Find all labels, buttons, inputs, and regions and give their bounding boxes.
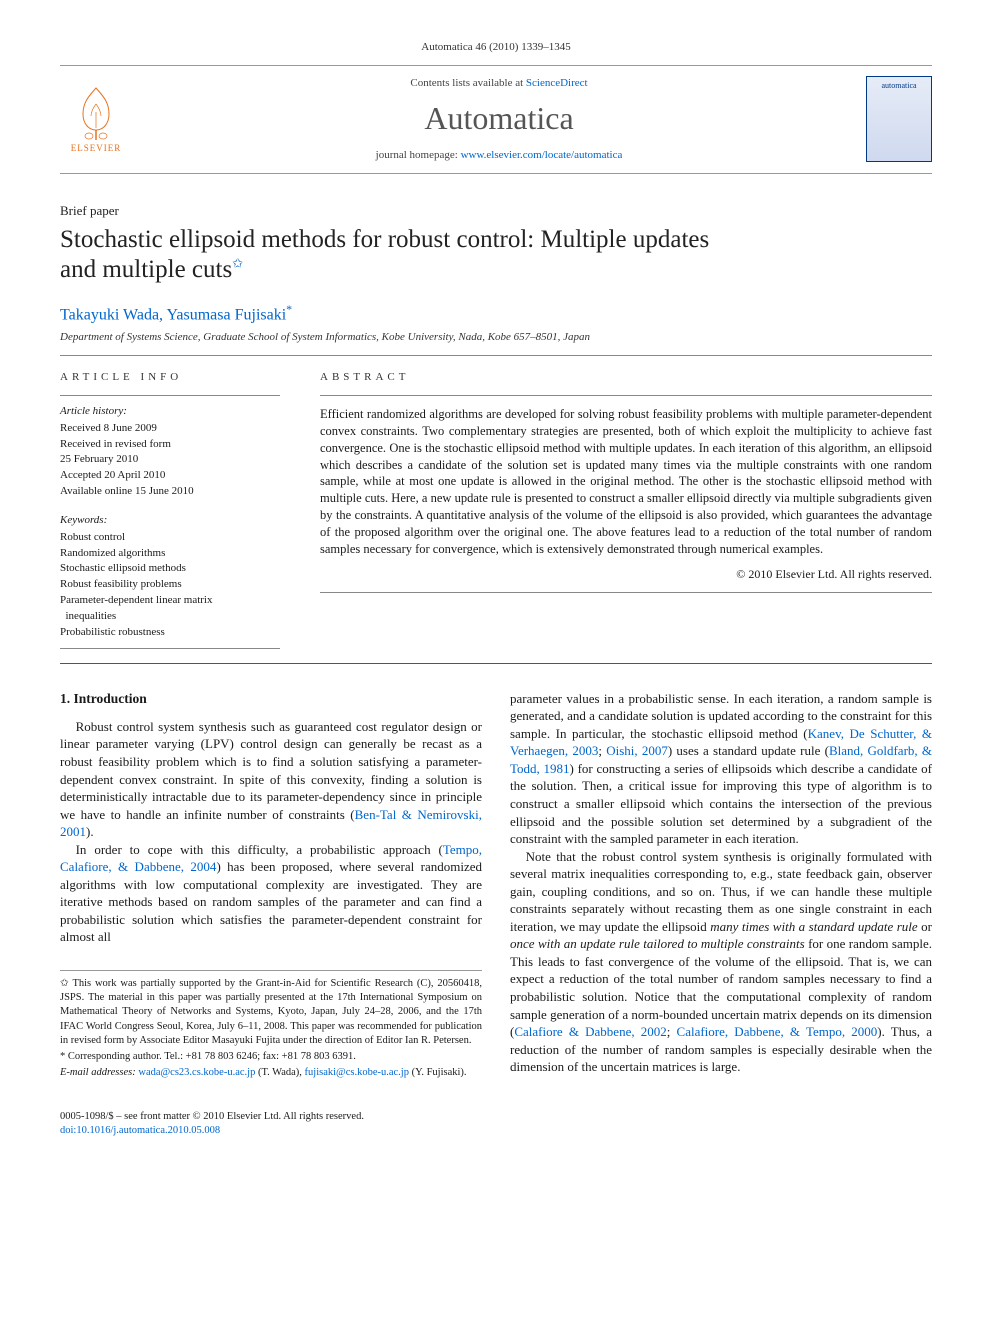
paragraph: Robust control system synthesis such as … — [60, 718, 482, 841]
history-item: Received in revised form — [60, 437, 280, 452]
citation-link[interactable]: Tempo, Calafiore, & Dabbene, 2004 — [60, 842, 482, 875]
doi-link[interactable]: doi:10.1016/j.automatica.2010.05.008 — [60, 1124, 364, 1138]
keyword: Robust feasibility problems — [60, 577, 280, 592]
history-head: Article history: — [60, 404, 280, 419]
article-info: ARTICLE INFO Article history: Received 8… — [60, 370, 280, 649]
article-title: Stochastic ellipsoid methods for robust … — [60, 225, 932, 285]
keyword: Robust control — [60, 530, 280, 545]
copyright: © 2010 Elsevier Ltd. All rights reserved… — [320, 566, 932, 582]
masthead-center: Contents lists available at ScienceDirec… — [132, 76, 866, 163]
emphasis: many times with a standard update rule — [710, 919, 917, 934]
history-item: 25 February 2010 — [60, 452, 280, 467]
paragraph: Note that the robust control system synt… — [510, 848, 932, 1076]
contents-line: Contents lists available at ScienceDirec… — [132, 76, 866, 91]
email-who: (T. Wada), — [255, 1067, 302, 1078]
citation-link[interactable]: Ben-Tal & Nemirovski, 2001 — [60, 807, 482, 840]
footnote-star: ✩ This work was partially supported by t… — [60, 977, 482, 1048]
title-line-2: and multiple cuts — [60, 256, 232, 283]
email-label: E-mail addresses: — [60, 1067, 136, 1078]
citation-link[interactable]: Calafiore, Dabbene, & Tempo, 2000 — [677, 1024, 878, 1039]
paragraph: parameter values in a probabilistic sens… — [510, 690, 932, 848]
masthead: ELSEVIER Contents lists available at Sci… — [60, 65, 932, 174]
title-footnote-marker[interactable]: ✩ — [232, 256, 243, 271]
paragraph: In order to cope with this difficulty, a… — [60, 841, 482, 946]
abstract-text: Efficient randomized algorithms are deve… — [320, 406, 932, 558]
contents-prefix: Contents lists available at — [410, 77, 525, 89]
article-info-heading: ARTICLE INFO — [60, 370, 280, 385]
keywords-head: Keywords: — [60, 513, 280, 528]
author-names[interactable]: Takayuki Wada, Yasumasa Fujisaki — [60, 307, 286, 324]
rule-body — [60, 663, 932, 664]
body-columns: 1. Introduction Robust control system sy… — [60, 690, 932, 1081]
email-link[interactable]: wada@cs23.cs.kobe-u.ac.jp — [138, 1067, 255, 1078]
journal-name: Automatica — [132, 97, 866, 140]
keyword: Randomized algorithms — [60, 546, 280, 561]
history-item: Received 8 June 2009 — [60, 421, 280, 436]
homepage-line: journal homepage: www.elsevier.com/locat… — [132, 148, 866, 163]
elsevier-logo: ELSEVIER — [60, 78, 132, 160]
emphasis: once with an update rule tailored to mul… — [510, 936, 805, 951]
meta-row: ARTICLE INFO Article history: Received 8… — [60, 370, 932, 649]
front-matter: 0005-1098/$ – see front matter © 2010 El… — [60, 1110, 364, 1124]
footnote-corr: * Corresponding author. Tel.: +81 78 803… — [60, 1050, 482, 1064]
abstract-rule — [320, 395, 932, 396]
abstract: ABSTRACT Efficient randomized algorithms… — [320, 370, 932, 649]
homepage-link[interactable]: www.elsevier.com/locate/automatica — [461, 149, 623, 161]
article-type: Brief paper — [60, 202, 932, 220]
section-heading: 1. Introduction — [60, 690, 482, 708]
journal-cover-thumb: automatica — [866, 76, 932, 162]
sciencedirect-link[interactable]: ScienceDirect — [526, 77, 588, 89]
email-link[interactable]: fujisaki@cs.kobe-u.ac.jp — [305, 1067, 409, 1078]
citation-link[interactable]: Calafiore & Dabbene, 2002 — [514, 1024, 666, 1039]
keyword: Parameter-dependent linear matrix — [60, 593, 280, 608]
affiliation: Department of Systems Science, Graduate … — [60, 330, 932, 345]
footnotes: ✩ This work was partially supported by t… — [60, 970, 482, 1080]
keyword: Stochastic ellipsoid methods — [60, 561, 280, 576]
keyword: Probabilistic robustness — [60, 625, 280, 640]
history-item: Accepted 20 April 2010 — [60, 468, 280, 483]
history-item: Available online 15 June 2010 — [60, 484, 280, 499]
footer-left: 0005-1098/$ – see front matter © 2010 El… — [60, 1110, 364, 1138]
title-line-1: Stochastic ellipsoid methods for robust … — [60, 226, 709, 253]
footer: 0005-1098/$ – see front matter © 2010 El… — [60, 1110, 932, 1138]
info-rule-bottom — [60, 648, 280, 649]
homepage-prefix: journal homepage: — [376, 149, 461, 161]
elsevier-tree-icon — [71, 84, 121, 142]
info-rule — [60, 395, 280, 396]
rule-top — [60, 355, 932, 356]
abstract-heading: ABSTRACT — [320, 370, 932, 385]
abstract-rule-bottom — [320, 592, 932, 593]
keyword: inequalities — [60, 609, 280, 624]
running-head: Automatica 46 (2010) 1339–1345 — [60, 40, 932, 55]
authors: Takayuki Wada, Yasumasa Fujisaki* — [60, 301, 932, 326]
publisher-label: ELSEVIER — [71, 142, 122, 154]
footnote-emails: E-mail addresses: wada@cs23.cs.kobe-u.ac… — [60, 1066, 482, 1080]
corresponding-marker[interactable]: * — [286, 302, 292, 316]
email-who: (Y. Fujisaki). — [409, 1067, 467, 1078]
citation-link[interactable]: Oishi, 2007 — [606, 743, 668, 758]
